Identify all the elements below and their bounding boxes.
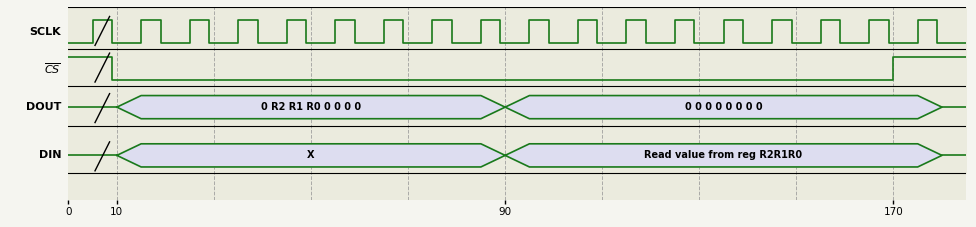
Text: Read value from reg R2R1R0: Read value from reg R2R1R0 (644, 150, 802, 160)
Text: SCLK: SCLK (29, 27, 61, 37)
Text: $\overline{CS}$: $\overline{CS}$ (44, 61, 61, 76)
Polygon shape (117, 144, 506, 167)
Text: 0 R2 R1 R0 0 0 0 0: 0 R2 R1 R0 0 0 0 0 (261, 102, 361, 112)
Polygon shape (506, 144, 942, 167)
Text: DIN: DIN (38, 150, 61, 160)
Text: DOUT: DOUT (25, 102, 61, 112)
Text: X: X (307, 150, 314, 160)
Text: 0 0 0 0 0 0 0 0: 0 0 0 0 0 0 0 0 (685, 102, 762, 112)
Polygon shape (506, 96, 942, 119)
Polygon shape (117, 96, 506, 119)
